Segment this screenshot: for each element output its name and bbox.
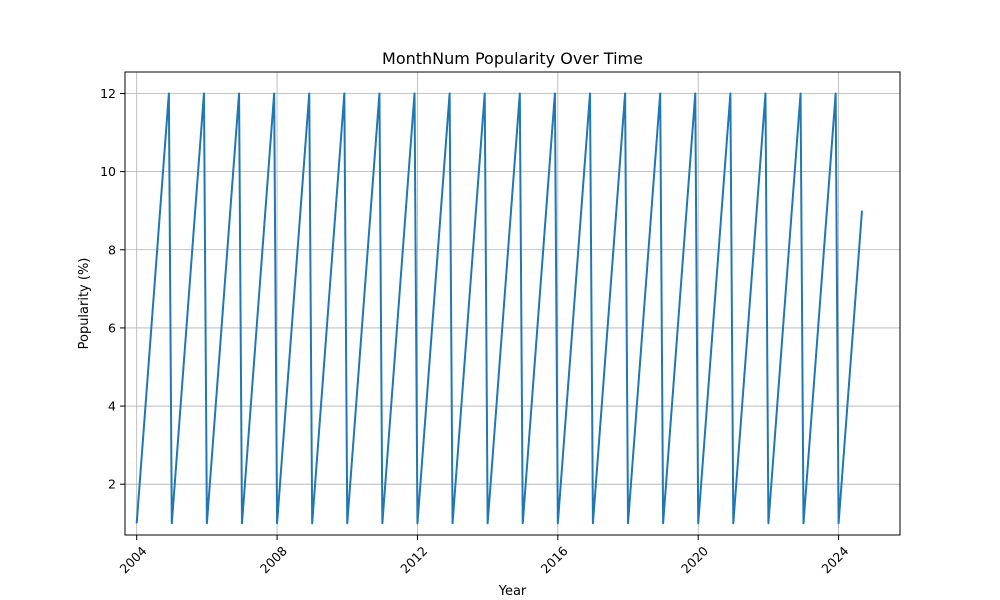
y-tick-label: 10: [100, 164, 116, 179]
series-layer: [135, 92, 863, 525]
x-axis-label: Year: [498, 584, 527, 599]
series-line: [135, 92, 863, 525]
y-axis-ticks: 2 4 6 8 10 12: [100, 86, 125, 492]
y-tick-label: 2: [108, 477, 116, 492]
y-tick-label: 6: [108, 320, 116, 335]
chart-title: MonthNum Popularity Over Time: [382, 49, 643, 68]
y-tick-label: 12: [100, 86, 116, 101]
y-tick-label: 8: [108, 242, 116, 257]
plot-frame: [124, 71, 901, 536]
y-axis-label: Popularity (%): [77, 258, 92, 350]
y-tick-label: 4: [108, 399, 116, 414]
plot-area: [125, 72, 900, 535]
